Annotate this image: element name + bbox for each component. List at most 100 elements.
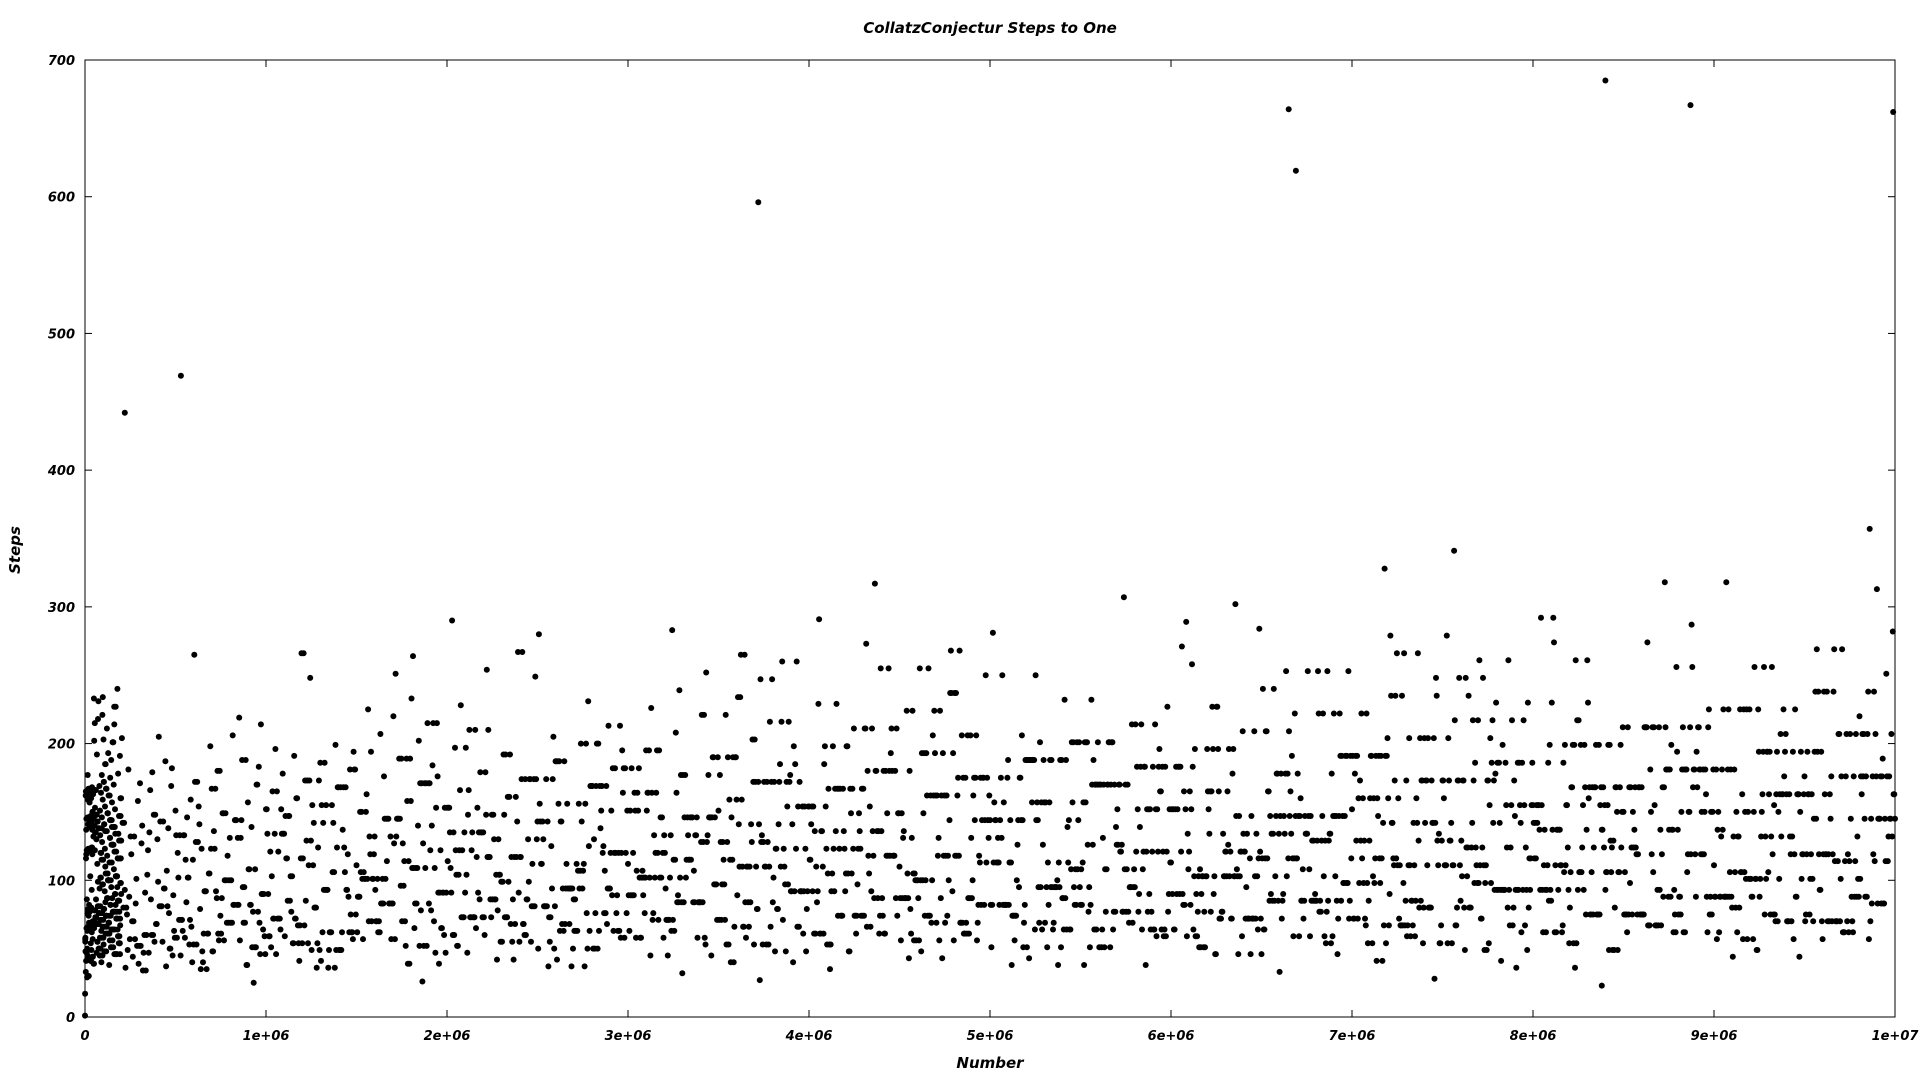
data-point [341, 844, 348, 851]
data-point [1864, 731, 1871, 737]
data-point [133, 875, 140, 882]
data-point [288, 908, 295, 915]
data-point [1638, 784, 1645, 791]
data-point [113, 848, 120, 855]
data-point [1561, 869, 1568, 876]
data-point [726, 796, 733, 803]
data-point [1294, 855, 1300, 862]
data-point [483, 811, 490, 818]
data-point [292, 915, 299, 922]
data-point [1550, 614, 1557, 621]
data-point [1734, 929, 1741, 936]
data-point [1650, 869, 1657, 876]
data-point [1666, 766, 1673, 773]
data-point [118, 795, 125, 802]
data-point [1788, 918, 1795, 925]
data-point [1319, 813, 1326, 819]
data-point [986, 792, 993, 799]
data-point [634, 789, 641, 796]
data-point [756, 821, 762, 828]
data-point [690, 867, 697, 874]
data-point [1364, 940, 1371, 947]
data-point [1444, 940, 1451, 947]
data-point [110, 944, 117, 951]
data-point [1548, 897, 1555, 904]
data-point [331, 869, 338, 876]
data-point [1317, 897, 1324, 904]
data-point [1085, 908, 1092, 915]
data-point [1873, 773, 1880, 780]
data-point [315, 777, 322, 784]
data-point [945, 852, 951, 859]
data-point [1476, 657, 1483, 664]
data-point [1525, 904, 1532, 911]
x-tick-label: 0 [80, 1029, 89, 1044]
data-point [368, 748, 374, 755]
data-point [95, 716, 101, 722]
data-point [1254, 873, 1261, 880]
data-point [105, 750, 112, 757]
data-point [480, 829, 487, 836]
data-point [1818, 918, 1825, 925]
data-point [1177, 763, 1184, 770]
data-point [269, 788, 276, 795]
data-point [1396, 862, 1403, 869]
data-point [344, 851, 351, 858]
data-point [88, 886, 95, 893]
data-point [869, 828, 876, 835]
data-point [1291, 710, 1298, 717]
data-point [368, 918, 375, 925]
data-point [729, 856, 736, 863]
data-point [536, 800, 543, 807]
data-point [1320, 873, 1327, 880]
data-point [472, 726, 479, 733]
data-point [1503, 802, 1510, 809]
data-point [705, 772, 712, 778]
data-point [1134, 806, 1141, 813]
data-point [1008, 859, 1014, 866]
data-point [715, 807, 722, 814]
data-point [195, 803, 202, 810]
data-point [1265, 788, 1272, 795]
data-point [1069, 799, 1076, 806]
data-point [1808, 791, 1815, 798]
data-point [254, 781, 261, 788]
data-point [1488, 759, 1495, 766]
data-point [1031, 926, 1038, 933]
data-point [1288, 752, 1295, 759]
data-point [106, 919, 112, 926]
data-point [1534, 819, 1541, 826]
data-point [275, 848, 282, 855]
data-point [1465, 692, 1472, 699]
data-point [966, 930, 972, 937]
data-point [771, 778, 778, 785]
data-point [1374, 795, 1381, 802]
data-point [1036, 919, 1043, 926]
data-point [780, 845, 787, 852]
data-point [745, 923, 752, 930]
data-point [773, 845, 780, 852]
data-point [981, 901, 988, 908]
data-point [205, 930, 212, 937]
data-point [1004, 774, 1011, 781]
data-point [525, 878, 532, 885]
data-point [962, 774, 969, 781]
data-point [800, 930, 807, 937]
data-point [1315, 668, 1321, 675]
data-point [702, 941, 709, 948]
data-point [1518, 929, 1525, 936]
data-point [911, 870, 918, 877]
data-point [579, 885, 586, 892]
data-point [973, 732, 980, 739]
data-point [608, 807, 615, 814]
data-point [1135, 908, 1142, 915]
data-point [1687, 724, 1694, 731]
data-point [402, 918, 408, 925]
data-point [1344, 880, 1351, 886]
data-point [512, 921, 519, 927]
data-point [1487, 735, 1494, 742]
data-point [407, 755, 414, 762]
data-point [1861, 815, 1868, 822]
data-point [893, 725, 900, 732]
data-point [784, 803, 791, 810]
